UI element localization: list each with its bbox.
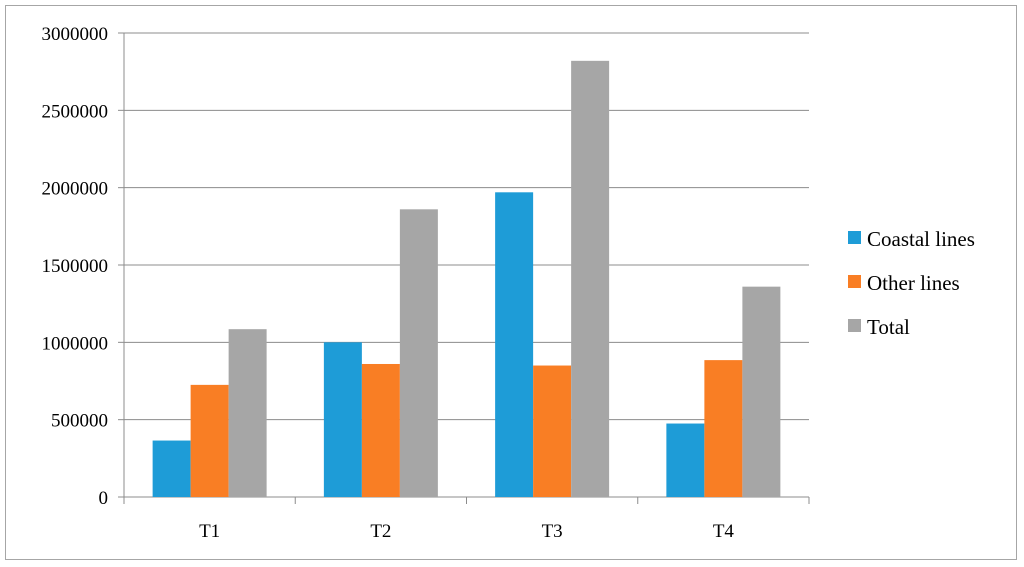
bar-total-t4 bbox=[742, 286, 781, 497]
x-tick-label: T2 bbox=[370, 521, 391, 542]
x-tick-labels: T1 T2 T3 T4 bbox=[199, 521, 734, 542]
bar-coastal-lines-t2 bbox=[323, 342, 362, 497]
legend-label: Other lines bbox=[867, 271, 960, 295]
y-tick-labels: 0 500000 1000000 1500000 2000000 2500000 30000… bbox=[42, 24, 109, 509]
legend-swatch bbox=[848, 231, 861, 244]
bar-other-lines-t2 bbox=[361, 363, 400, 497]
bar-coastal-lines-t4 bbox=[666, 423, 705, 497]
y-tick-label: 0 bbox=[99, 488, 109, 509]
bars bbox=[152, 60, 781, 498]
x-tick-label: T3 bbox=[542, 521, 563, 542]
y-tick-label: 500000 bbox=[51, 411, 108, 432]
legend: Coastal lines Other lines Total bbox=[848, 227, 975, 339]
bar-total-t2 bbox=[399, 209, 438, 497]
bar-total-t1 bbox=[228, 329, 267, 497]
legend-label: Coastal lines bbox=[867, 227, 975, 251]
legend-swatch bbox=[848, 319, 861, 332]
bar-total-t3 bbox=[571, 60, 610, 498]
bar-other-lines-t1 bbox=[190, 384, 229, 497]
y-tick-label: 1500000 bbox=[42, 256, 109, 277]
x-tick-label: T1 bbox=[199, 521, 220, 542]
y-tick-label: 2000000 bbox=[42, 179, 109, 200]
legend-swatch bbox=[848, 275, 861, 288]
y-tick-label: 1000000 bbox=[42, 333, 109, 354]
bar-coastal-lines-t3 bbox=[495, 192, 534, 497]
x-tick-label: T4 bbox=[713, 521, 735, 542]
bar-other-lines-t4 bbox=[704, 360, 743, 497]
y-tick-label: 2500000 bbox=[42, 101, 109, 122]
bar-other-lines-t3 bbox=[533, 365, 572, 497]
legend-label: Total bbox=[867, 315, 910, 339]
bar-coastal-lines-t1 bbox=[152, 440, 191, 497]
y-tick-label: 3000000 bbox=[42, 24, 109, 45]
